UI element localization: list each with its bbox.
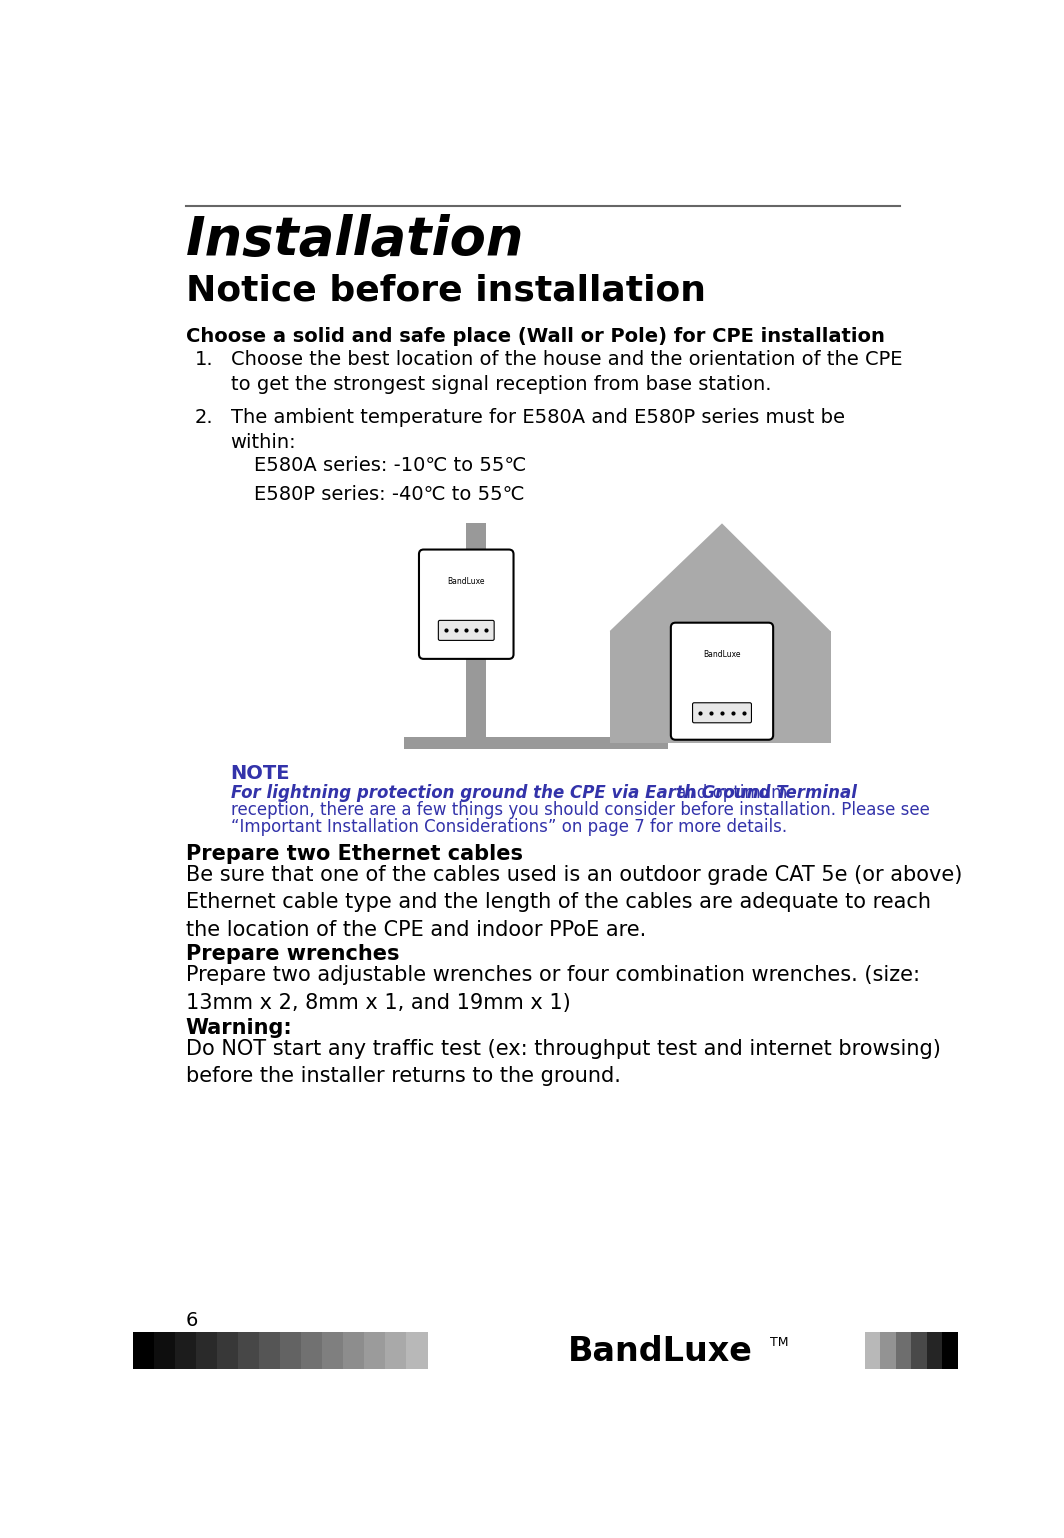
Text: Prepare two Ethernet cables: Prepare two Ethernet cables bbox=[186, 844, 522, 864]
Text: Be sure that one of the cables used is an outdoor grade CAT 5e (or above)
Ethern: Be sure that one of the cables used is a… bbox=[186, 866, 962, 940]
Bar bbox=[154, 1332, 176, 1369]
Text: “Important Installation Considerations” on page 7 for more details.: “Important Installation Considerations” … bbox=[231, 818, 786, 837]
FancyBboxPatch shape bbox=[438, 620, 494, 640]
Bar bbox=[911, 1332, 927, 1369]
Bar bbox=[896, 1332, 911, 1369]
Text: NOTE: NOTE bbox=[231, 764, 290, 783]
Bar bbox=[404, 737, 668, 749]
Text: 1.: 1. bbox=[195, 351, 214, 369]
Bar bbox=[196, 1332, 217, 1369]
Text: BandLuxe: BandLuxe bbox=[703, 649, 741, 658]
Text: Choose the best location of the house and the orientation of the CPE
to get the : Choose the best location of the house an… bbox=[231, 351, 902, 394]
Text: Installation: Installation bbox=[186, 214, 525, 266]
Text: E580P series: -40℃ to 55℃: E580P series: -40℃ to 55℃ bbox=[254, 484, 525, 504]
Text: 6: 6 bbox=[186, 1312, 198, 1330]
Bar bbox=[927, 1332, 942, 1369]
Bar bbox=[133, 1332, 154, 1369]
Text: Do NOT start any traffic test (ex: throughput test and internet browsing)
before: Do NOT start any traffic test (ex: throu… bbox=[186, 1040, 941, 1086]
FancyBboxPatch shape bbox=[419, 549, 514, 658]
Bar bbox=[428, 1332, 702, 1369]
FancyBboxPatch shape bbox=[693, 703, 751, 723]
Text: For lightning protection ground the CPE via Earth Ground Terminal: For lightning protection ground the CPE … bbox=[231, 784, 857, 803]
Text: The ambient temperature for E580A and E580P series must be
within:: The ambient temperature for E580A and E5… bbox=[231, 408, 845, 452]
Bar bbox=[880, 1332, 896, 1369]
Text: Warning:: Warning: bbox=[186, 1018, 293, 1038]
Bar bbox=[344, 1332, 364, 1369]
Bar bbox=[322, 1332, 344, 1369]
Text: Prepare two adjustable wrenches or four combination wrenches. (size:
13mm x 2, 8: Prepare two adjustable wrenches or four … bbox=[186, 966, 919, 1012]
Bar bbox=[238, 1332, 260, 1369]
Text: reception, there are a few things you should consider before installation. Pleas: reception, there are a few things you sh… bbox=[231, 801, 930, 820]
Bar bbox=[364, 1332, 385, 1369]
Bar bbox=[301, 1332, 322, 1369]
Bar bbox=[260, 1332, 280, 1369]
Text: and optimum: and optimum bbox=[670, 784, 787, 803]
Bar bbox=[217, 1332, 238, 1369]
FancyBboxPatch shape bbox=[670, 623, 774, 740]
Text: Choose a solid and safe place (Wall or Pole) for CPE installation: Choose a solid and safe place (Wall or P… bbox=[186, 328, 884, 346]
Bar bbox=[176, 1332, 196, 1369]
Bar bbox=[865, 1332, 880, 1369]
Text: TM: TM bbox=[770, 1335, 788, 1349]
Bar bbox=[942, 1332, 958, 1369]
Bar bbox=[466, 523, 485, 746]
Text: Notice before installation: Notice before installation bbox=[186, 274, 705, 308]
Text: BandLuxe: BandLuxe bbox=[567, 1335, 752, 1369]
Bar bbox=[610, 631, 831, 743]
Text: 2.: 2. bbox=[195, 408, 214, 428]
Text: E580A series: -10℃ to 55℃: E580A series: -10℃ to 55℃ bbox=[254, 455, 527, 475]
Text: Prepare wrenches: Prepare wrenches bbox=[186, 944, 399, 964]
Text: BandLuxe: BandLuxe bbox=[448, 577, 485, 586]
Polygon shape bbox=[610, 523, 831, 631]
Bar bbox=[406, 1332, 428, 1369]
Bar bbox=[385, 1332, 406, 1369]
Bar bbox=[280, 1332, 301, 1369]
